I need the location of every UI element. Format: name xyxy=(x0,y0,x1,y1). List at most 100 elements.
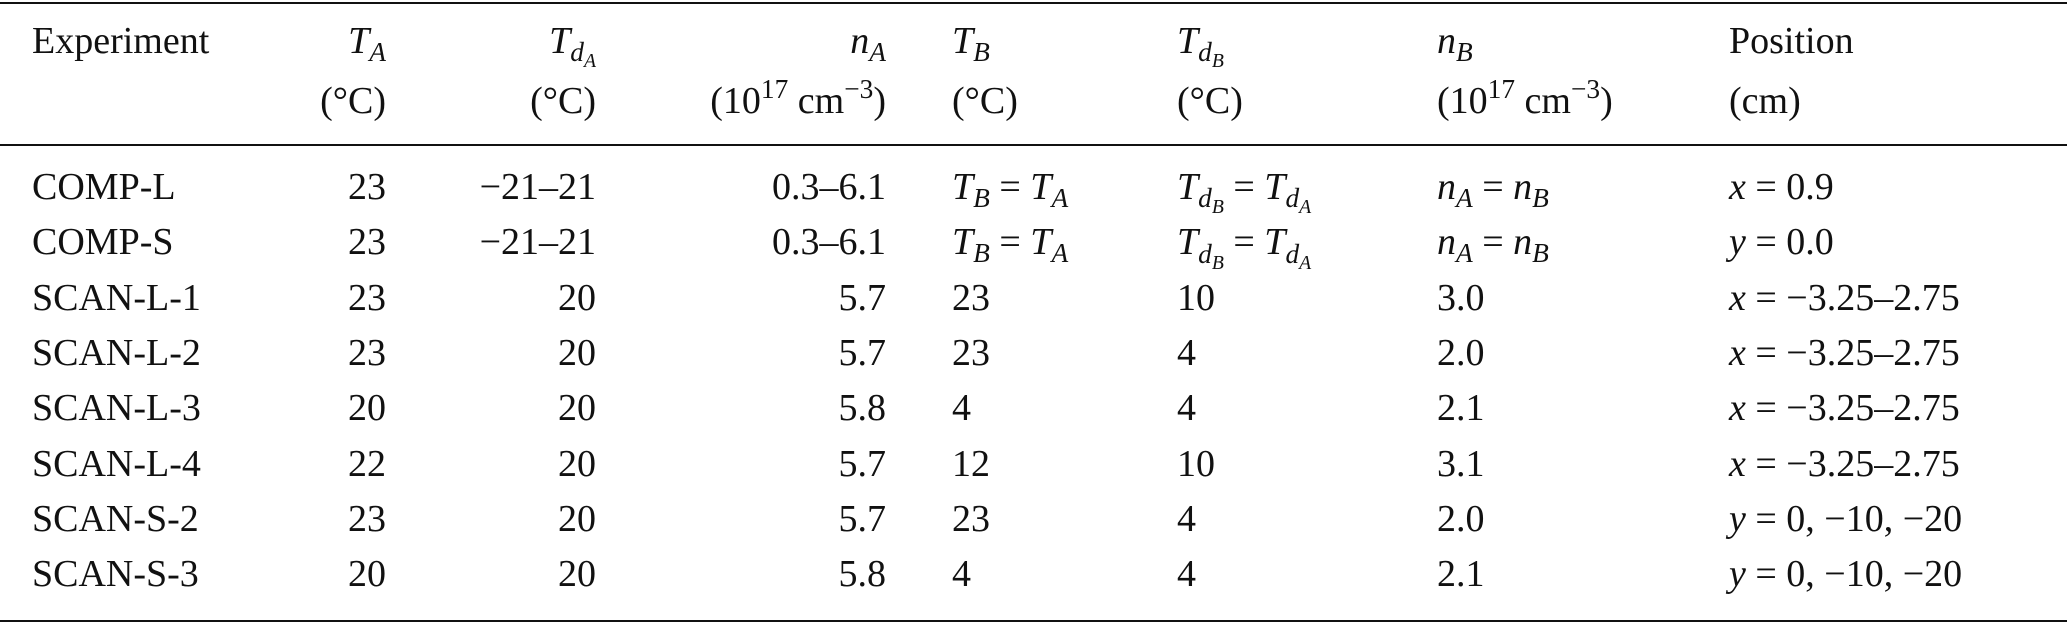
subscript: B xyxy=(973,183,990,213)
table-cell: x = −3.25–2.75 xyxy=(1729,385,1960,431)
text: 23 xyxy=(348,221,386,264)
table-cell: 5.8 xyxy=(839,385,887,431)
math-symbol: T xyxy=(1177,221,1199,264)
text: 2.1 xyxy=(1437,553,1485,596)
text: 23 xyxy=(952,331,990,374)
text: = −3.25–2.75 xyxy=(1745,331,1960,374)
text: = 0, −10, −20 xyxy=(1745,553,1963,596)
math-symbol: T xyxy=(1177,20,1199,62)
text: = 0, −10, −20 xyxy=(1745,497,1963,540)
math-symbol: T xyxy=(1030,221,1052,264)
math-symbol: B xyxy=(1211,196,1224,219)
text: −21–21 xyxy=(479,221,596,264)
math-symbol: T xyxy=(348,20,370,62)
text: 4 xyxy=(1177,331,1196,374)
superscript: 17 xyxy=(1487,73,1516,104)
subscript: B xyxy=(1212,50,1224,72)
math-symbol: y xyxy=(1729,497,1746,540)
text: 2.0 xyxy=(1437,497,1485,540)
top-rule xyxy=(0,2,2067,4)
subscript: B xyxy=(1456,37,1473,67)
table-cell: 4 xyxy=(1177,496,1196,542)
math-symbol: A xyxy=(1456,238,1473,269)
text: SCAN-S-2 xyxy=(32,497,199,540)
table-cell: 4 xyxy=(952,385,971,431)
header-label: nB xyxy=(1437,18,1473,67)
text: = −3.25–2.75 xyxy=(1745,276,1960,319)
math-symbol: x xyxy=(1729,442,1746,485)
table-cell: 23 xyxy=(348,275,386,321)
text: 2.0 xyxy=(1437,331,1485,374)
text: 23 xyxy=(348,166,386,208)
math-symbol: n xyxy=(1437,20,1456,62)
text: (°C) xyxy=(530,80,596,122)
table-cell: 3.0 xyxy=(1437,275,1485,321)
math-symbol: T xyxy=(1177,166,1199,208)
table-cell: 23 xyxy=(348,164,386,210)
table-cell: TB = TA xyxy=(952,219,1068,267)
text: Position xyxy=(1729,20,1854,62)
math-symbol: n xyxy=(1513,166,1533,208)
subscript: dB xyxy=(1198,183,1224,217)
table-cell: 22 xyxy=(348,441,386,487)
text: cm xyxy=(1515,80,1571,122)
table-cell: 2.1 xyxy=(1437,551,1485,597)
table-cell: 23 xyxy=(348,219,386,265)
text: (°C) xyxy=(1177,80,1243,122)
table-cell: y = 0, −10, −20 xyxy=(1729,496,1962,542)
table-cell: x = 0.9 xyxy=(1729,164,1834,210)
header-unit: (°C) xyxy=(952,78,1018,124)
text: = −3.25–2.75 xyxy=(1745,387,1960,430)
table-cell: TdB = TdA xyxy=(1177,164,1311,217)
text: 23 xyxy=(952,276,990,319)
text: 10 xyxy=(1177,276,1215,319)
table-cell: SCAN-S-2 xyxy=(32,496,199,542)
table-cell: 2.0 xyxy=(1437,330,1485,376)
math-symbol: B xyxy=(1532,183,1549,214)
table-cell: 5.7 xyxy=(839,496,887,542)
header-unit: (°C) xyxy=(1177,78,1243,124)
header-unit: (cm) xyxy=(1729,78,1801,124)
math-symbol: T xyxy=(952,20,974,62)
math-symbol: B xyxy=(1211,50,1224,73)
text: 5.7 xyxy=(838,497,887,540)
table-cell: 20 xyxy=(348,551,386,597)
bottom-rule xyxy=(0,620,2067,622)
text: (10 xyxy=(710,80,761,122)
superscript: −3 xyxy=(844,73,874,104)
text: 4 xyxy=(952,553,971,596)
text: 5.7 xyxy=(838,442,887,485)
text: 12 xyxy=(952,442,990,485)
text: SCAN-L-1 xyxy=(32,276,201,319)
text: = xyxy=(989,166,1031,208)
text: 20 xyxy=(558,553,596,596)
table-cell: x = −3.25–2.75 xyxy=(1729,275,1960,321)
table-cell: y = 0.0 xyxy=(1729,219,1834,265)
math-symbol: B xyxy=(1211,251,1224,274)
text: ) xyxy=(1600,80,1613,122)
math-symbol: n xyxy=(1437,221,1456,264)
math-symbol: T xyxy=(952,221,974,264)
math-symbol: A xyxy=(583,50,596,73)
math-symbol: B xyxy=(973,37,990,68)
text: 22 xyxy=(348,442,386,485)
text: cm xyxy=(788,80,845,122)
math-symbol: d xyxy=(1285,238,1300,269)
text: 20 xyxy=(558,276,596,319)
table-cell: TdB = TdA xyxy=(1177,219,1311,272)
math-symbol: B xyxy=(1532,238,1549,269)
math-symbol: T xyxy=(1030,166,1052,208)
text: 23 xyxy=(952,497,990,540)
text: SCAN-L-2 xyxy=(32,331,201,374)
table-cell: nA = nB xyxy=(1437,219,1549,267)
table-cell: 2.0 xyxy=(1437,496,1485,542)
text: = xyxy=(1472,221,1514,264)
table-cell: 5.7 xyxy=(839,275,887,321)
math-symbol: A xyxy=(1299,251,1312,274)
table-cell: 2.1 xyxy=(1437,385,1485,431)
table-cell: 20 xyxy=(558,275,596,321)
header-label: TdB xyxy=(1177,18,1224,71)
table-cell: 4 xyxy=(1177,551,1196,597)
subscript: A xyxy=(1299,251,1311,273)
subscript: dB xyxy=(1198,37,1224,71)
